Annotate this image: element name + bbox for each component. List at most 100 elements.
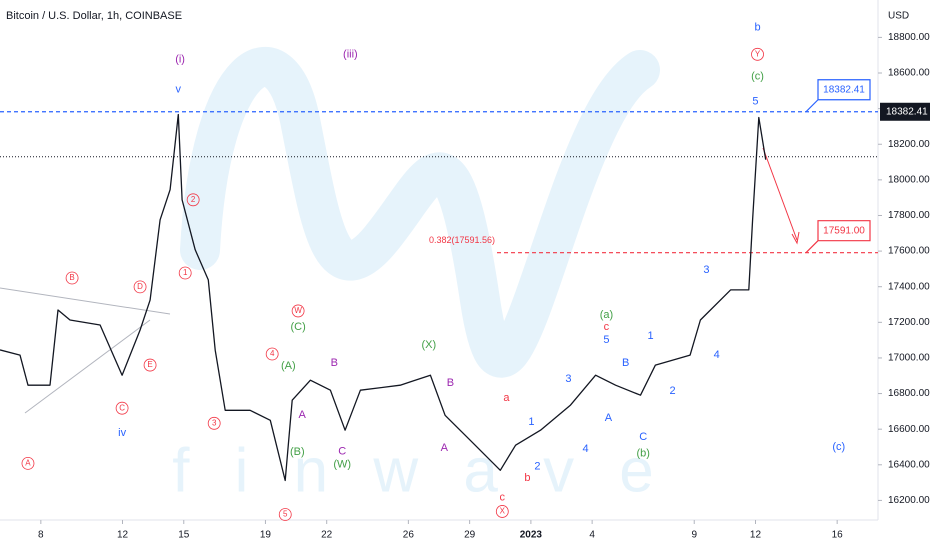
wave-label: b <box>754 21 760 33</box>
callout-label: 17591.00 <box>823 225 865 236</box>
wave-label: c <box>604 321 610 333</box>
wave-label: E <box>147 360 152 369</box>
wave-circle <box>207 416 221 430</box>
wave-label: (i) <box>175 53 185 65</box>
wave-label: c <box>500 491 506 503</box>
wave-circle <box>265 347 279 361</box>
axis-price-label: 18382.41 <box>886 106 928 117</box>
wave-label: v <box>176 83 182 95</box>
x-tick-label: 12 <box>117 530 129 541</box>
wave-label: 5 <box>283 510 288 519</box>
wave-circle <box>133 280 147 294</box>
wave-label: Y <box>755 49 761 58</box>
wave-circle <box>178 266 192 280</box>
wave-label: a <box>503 392 510 404</box>
y-tick-label: 16400.00 <box>888 459 930 470</box>
wave-label: A <box>25 458 31 467</box>
wave-label: (X) <box>421 339 436 351</box>
wave-circle <box>291 304 305 318</box>
arrow-head <box>791 231 800 245</box>
y-tick-label: 18600.00 <box>888 68 930 79</box>
y-tick-label: 16200.00 <box>888 495 930 506</box>
wave-label: 1 <box>528 416 534 428</box>
y-tick-label: 17800.00 <box>888 210 930 221</box>
wave-label: C <box>639 431 647 443</box>
wave-circle <box>65 271 79 285</box>
wave-circle <box>21 456 35 470</box>
x-tick-label: 12 <box>750 530 762 541</box>
y-tick-label: 17600.00 <box>888 246 930 257</box>
y-tick-label: 17000.00 <box>888 353 930 364</box>
wave-label: C <box>338 445 346 457</box>
wave-circle <box>115 401 129 415</box>
x-tick-label: 15 <box>178 530 190 541</box>
x-tick-label: 8 <box>38 530 44 541</box>
wave-label: B <box>69 273 74 282</box>
callout-label: 18382.41 <box>823 84 865 95</box>
wave-label: B <box>331 357 338 369</box>
wave-label: (B) <box>290 446 305 458</box>
wave-label: (c) <box>751 70 764 82</box>
trendline <box>0 287 171 315</box>
y-tick-label: 18000.00 <box>888 175 930 186</box>
wave-label: iv <box>118 427 126 439</box>
wave-label: 4 <box>270 349 275 358</box>
wave-label: A <box>605 412 613 424</box>
wave-label: (iii) <box>343 48 358 60</box>
y-tick-label: 18200.00 <box>888 139 930 150</box>
callout-box <box>805 220 871 254</box>
wave-label: 1 <box>183 268 188 277</box>
trendline <box>24 319 151 414</box>
wave-circle <box>495 505 509 518</box>
wave-label: 1 <box>647 330 653 342</box>
x-tick-label: 22 <box>321 530 333 541</box>
price-line <box>0 113 767 482</box>
wave-label: 4 <box>714 349 720 361</box>
wave-label: A <box>299 409 307 421</box>
wave-circle <box>751 47 764 61</box>
x-tick-label: 9 <box>691 530 697 541</box>
x-tick-label: 2023 <box>520 530 543 541</box>
chart-title: Bitcoin / U.S. Dollar, 1h, COINBASE <box>6 10 182 22</box>
wave-label: 5 <box>603 334 609 346</box>
wave-label: 4 <box>583 443 589 455</box>
wave-label: (b) <box>636 447 649 459</box>
wave-label: b <box>524 472 530 484</box>
arrow <box>762 147 798 241</box>
y-tick-label: 17400.00 <box>888 281 930 292</box>
wave-label: (A) <box>281 360 296 372</box>
wave-circle <box>278 508 292 521</box>
x-tick-label: 19 <box>260 530 272 541</box>
wave-label: B <box>622 357 629 369</box>
wave-label: A <box>441 442 449 454</box>
wave-label: (c) <box>832 441 845 453</box>
x-tick-label: 4 <box>589 530 595 541</box>
wave-label: 3 <box>565 373 571 385</box>
wave-label: 2 <box>670 385 676 397</box>
axis-price-box <box>880 102 930 121</box>
wave-label: 3 <box>212 418 217 427</box>
callout-box <box>805 79 871 113</box>
y-tick-label: 17200.00 <box>888 317 930 328</box>
wave-label: C <box>119 403 125 412</box>
wave-circle <box>143 358 157 372</box>
wave-label: (W) <box>333 458 351 470</box>
wave-label: D <box>137 282 143 291</box>
y-tick-label: 18800.00 <box>888 32 930 43</box>
y-tick-label: 16800.00 <box>888 388 930 399</box>
wave-label: 5 <box>752 95 758 107</box>
wave-circle <box>186 193 200 207</box>
wave-label: W <box>294 306 302 315</box>
x-tick-label: 16 <box>832 530 844 541</box>
x-tick-label: 26 <box>403 530 415 541</box>
wave-label: 2 <box>191 195 196 204</box>
wave-label: (a) <box>600 309 613 321</box>
watermark: f i n w a v e <box>172 436 668 505</box>
watermark-shape <box>180 47 660 378</box>
y-tick-label: 16600.00 <box>888 424 930 435</box>
wave-label: 3 <box>703 264 709 276</box>
wave-label: (C) <box>290 321 305 333</box>
fib-label: 0.382(17591.56) <box>429 235 495 245</box>
